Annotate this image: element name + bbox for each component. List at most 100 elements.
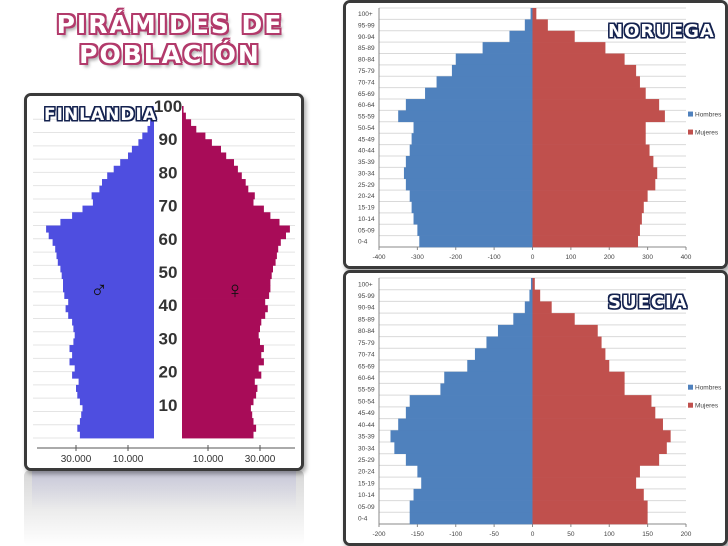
finland-male-bar — [46, 225, 154, 233]
finland-male-bar — [131, 145, 154, 153]
finland-female-bar — [182, 205, 264, 213]
norway-x-tick-label: 300 — [642, 254, 653, 261]
sweden-hombres-bar — [444, 371, 533, 384]
norway-category-label: 10-14 — [358, 216, 375, 223]
finland-female-bar — [182, 119, 192, 127]
sweden-mujeres-bar — [532, 488, 644, 501]
sweden-x-tick-label: -200 — [372, 531, 385, 538]
norway-hombres-bar — [411, 201, 533, 214]
norway-hombres-bar — [403, 167, 533, 180]
finland-male-bar — [61, 272, 155, 280]
finland-male-bar — [56, 252, 154, 260]
finland-female-bar — [182, 305, 268, 313]
norway-x-tick-label: -300 — [411, 254, 424, 261]
sweden-mujeres-bar — [532, 360, 610, 373]
finland-female-bar — [182, 172, 242, 180]
norway-hombres-bar — [411, 133, 533, 145]
sweden-hombres-bar — [421, 477, 533, 490]
sweden-category-label: 75-79 — [358, 340, 375, 347]
norway-mujeres-bar — [532, 19, 548, 32]
finland-male-bar — [107, 172, 154, 180]
finland-female-bar — [182, 159, 234, 167]
norway-legend-mujeres-swatch — [688, 129, 693, 135]
sweden-category-label: 45-49 — [358, 410, 375, 417]
finland-female-bar — [182, 185, 249, 193]
norway-mujeres-bar — [532, 167, 658, 180]
sweden-category-label: 20-24 — [358, 469, 375, 476]
norway-hombres-bar — [455, 53, 533, 66]
sweden-mujeres-bar — [532, 324, 598, 337]
norway-legend-mujeres-label: Mujeres — [695, 130, 719, 137]
finland-female-bar — [182, 371, 262, 379]
norway-legend-hombres-label: Hombres — [695, 112, 722, 119]
sweden-chart-panel: -200 -150 -100 -50 0 50 100 150 200 100+ 95-99 90-9… — [343, 270, 728, 546]
sweden-hombres-bar — [409, 500, 533, 513]
sweden-hombres-bar — [390, 430, 533, 443]
finland-female-bar — [182, 179, 246, 187]
finland-male-bar — [150, 119, 154, 127]
finland-male-bar — [69, 358, 154, 366]
finland-male-bar — [91, 192, 154, 200]
finland-male-bar — [68, 311, 154, 319]
sweden-mujeres-bar — [532, 430, 671, 443]
norway-mujeres-bar — [532, 235, 639, 248]
sweden-mujeres-bar — [532, 500, 648, 513]
sweden-category-label: 25-29 — [358, 457, 375, 464]
norway-category-label: 55-59 — [358, 114, 375, 121]
norway-hombres-bar — [509, 30, 533, 43]
finland-male-bar — [147, 125, 154, 133]
norway-category-label: 35-39 — [358, 159, 375, 166]
norway-hombres-bar — [482, 42, 533, 54]
sweden-mujeres-bar — [532, 336, 602, 349]
finland-male-bar — [153, 106, 154, 114]
finland-female-bar — [182, 198, 254, 206]
finland-female-bar — [182, 418, 254, 426]
finland-male-bar — [113, 165, 154, 173]
sweden-mujeres-bar — [532, 477, 637, 490]
finland-age-tick-label: 30 — [159, 329, 178, 348]
finland-x-tick-label: 30.000 — [61, 454, 92, 465]
finland-female-bar — [182, 431, 254, 439]
finland-male-bar — [72, 212, 154, 220]
sweden-category-label: 95-99 — [358, 293, 375, 300]
norway-mujeres-bar — [532, 121, 646, 134]
finland-female-bar — [182, 404, 251, 412]
finland-female-bar — [182, 145, 221, 153]
sweden-hombres-bar — [513, 313, 533, 326]
finland-male-bar — [73, 338, 154, 346]
finland-male-bar — [78, 378, 154, 386]
sweden-hombres-bar — [398, 418, 533, 431]
finland-female-bar — [182, 278, 271, 286]
sweden-hombres-bar — [413, 488, 533, 501]
finland-chart-panel: 100 90 80 70 60 50 40 30 20 10 30.000 10.000 10.000 3… — [24, 93, 304, 471]
norway-mujeres-bar — [532, 87, 646, 100]
norway-category-label: 05-09 — [358, 227, 375, 234]
finland-age-tick-label: 50 — [159, 263, 178, 282]
finland-male-bar — [79, 431, 154, 439]
norway-x-tick-label: 400 — [681, 254, 692, 261]
finland-female-bar — [182, 318, 262, 326]
finland-male-bar — [48, 232, 155, 240]
finland-male-bar — [65, 305, 154, 313]
sweden-category-label: 85-89 — [358, 316, 375, 323]
sweden-category-label: 80-84 — [358, 328, 375, 335]
norway-category-label: 60-64 — [358, 102, 375, 109]
finland-female-bar — [182, 358, 264, 366]
norway-x-tick-label: -200 — [449, 254, 462, 261]
finland-female-bar — [182, 411, 253, 419]
norway-mujeres-bar — [532, 133, 646, 145]
sweden-category-label: 15-19 — [358, 480, 375, 487]
finland-male-bar — [82, 404, 154, 412]
title-line-2: POBLACIÓN — [79, 40, 261, 69]
sweden-hombres-bar — [417, 465, 533, 478]
norway-hombres-bar — [436, 76, 533, 88]
norway-label: NORUEGA — [608, 21, 715, 42]
finland-male-bar — [82, 205, 154, 213]
norway-category-label: 25-29 — [358, 182, 375, 189]
norway-x-tick-label: -100 — [488, 254, 501, 261]
sweden-category-label: 10-14 — [358, 492, 375, 499]
finland-age-tick-label: 80 — [159, 163, 178, 182]
sweden-mujeres-bar — [532, 348, 606, 361]
finland-female-bar — [182, 225, 290, 233]
norway-x-tick-label: 100 — [565, 254, 576, 261]
